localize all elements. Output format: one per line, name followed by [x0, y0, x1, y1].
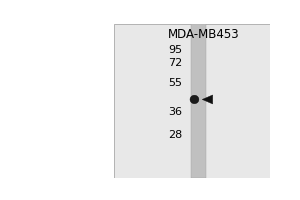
Polygon shape [202, 95, 213, 104]
Text: MDA-MB453: MDA-MB453 [168, 28, 240, 41]
Ellipse shape [190, 95, 199, 104]
Text: 72: 72 [168, 58, 182, 68]
Text: 95: 95 [168, 45, 182, 55]
Text: 55: 55 [168, 78, 182, 88]
Bar [191, 24, 206, 178]
Text: 36: 36 [168, 107, 182, 117]
Text: 28: 28 [168, 130, 182, 140]
Bar [114, 24, 270, 178]
